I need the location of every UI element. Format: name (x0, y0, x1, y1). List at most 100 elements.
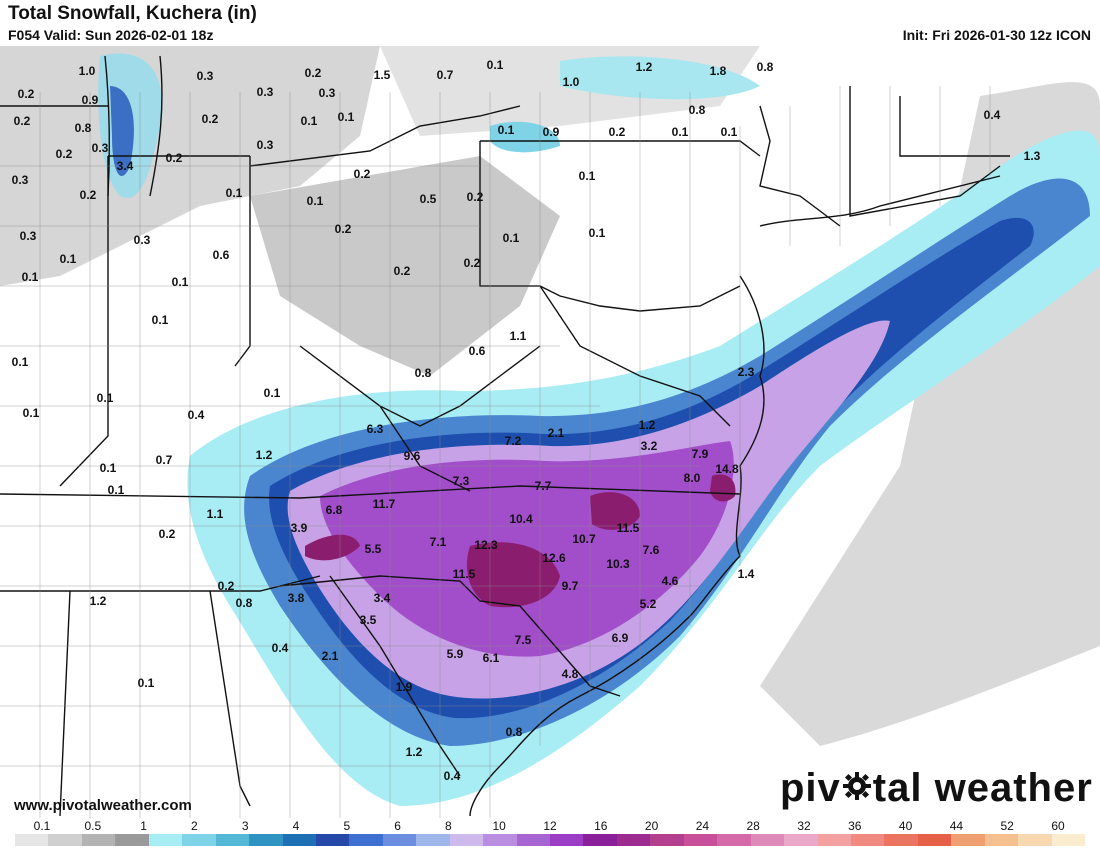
legend-swatch (884, 834, 918, 846)
snowfall-value-label: 1.0 (563, 75, 580, 89)
snowfall-value-label: 0.1 (152, 313, 169, 327)
legend-colorbar: 0.1 0.5 1 2 3 4 5 6 8 10 12 16 20 24 28 32 36 40 44 52 60 (0, 818, 1100, 850)
legend-swatch (215, 834, 250, 846)
legend-tick-label: 40 (898, 819, 913, 833)
snowfall-value-label: 0.1 (264, 386, 281, 400)
header: Total Snowfall, Kuchera (in) F054 Valid:… (0, 0, 1100, 46)
snowfall-value-label: 0.6 (213, 248, 230, 262)
snowfall-value-label: 11.5 (453, 567, 476, 581)
snowfall-value-label: 0.2 (80, 188, 97, 202)
snowfall-value-label: 0.2 (166, 151, 183, 165)
snowfall-value-label: 4.8 (562, 667, 579, 681)
legend-swatch (750, 834, 785, 846)
snowfall-value-label: 0.1 (226, 186, 243, 200)
brand-text-right: tal weather (872, 766, 1093, 810)
legend-swatch (917, 834, 952, 846)
snowfall-value-label: 0.2 (609, 125, 626, 139)
snowfall-value-label: 0.1 (498, 123, 515, 137)
snowfall-value-label: 14.8 (715, 462, 739, 476)
legend-swatch (48, 834, 82, 846)
legend-swatch (984, 834, 1019, 846)
snowfall-value-label: 6.1 (483, 651, 500, 665)
valid-time: F054 Valid: Sun 2026-02-01 18z (8, 27, 214, 43)
snowfall-value-label: 7.2 (505, 434, 522, 448)
legend-tick-label: 5 (343, 819, 351, 833)
snowfall-map: 1.0 0.9 0.8 0.3 3.4 0.2 0.2 0.2 0.2 0.3 0.3 0.2 0.3 0… (0, 46, 1100, 818)
snowfall-value-label: 0.1 (12, 355, 29, 369)
legend-tick-label: 12 (543, 819, 557, 833)
snowfall-value-label: 0.2 (218, 579, 235, 593)
snowfall-value-label: 0.3 (12, 173, 29, 187)
snowfall-value-label: 10.4 (509, 512, 533, 526)
snowfall-value-label: 10.7 (572, 532, 596, 546)
snowfall-value-label: 0.2 (464, 256, 481, 270)
snowfall-value-label: 11.7 (373, 497, 396, 511)
snowfall-value-label: 0.4 (444, 769, 461, 783)
snowfall-value-label: 0.2 (14, 114, 31, 128)
snowfall-value-label: 7.7 (535, 479, 552, 493)
snowfall-value-label: 0.1 (100, 461, 117, 475)
brand-logo: piv tal weather (780, 766, 1093, 811)
legend-swatch (583, 834, 617, 846)
snowfall-value-label: 1.3 (1024, 149, 1041, 163)
legend-swatch (416, 834, 450, 846)
snowfall-value-label: 5.5 (365, 542, 382, 556)
snowfall-value-label: 7.5 (515, 633, 532, 647)
snowfall-value-label: 1.0 (79, 64, 96, 78)
snowfall-value-label: 1.1 (510, 329, 527, 343)
legend-swatch (182, 834, 216, 846)
snowfall-value-label: 0.1 (307, 194, 324, 208)
legend-swatches (15, 834, 1085, 846)
snowfall-value-label: 6.9 (612, 631, 629, 645)
snowfall-value-label: 11.5 (617, 521, 640, 535)
snowfall-value-label: 2.1 (548, 426, 565, 440)
snowfall-value-label: 7.6 (643, 543, 660, 557)
snowfall-value-label: 0.4 (272, 641, 289, 655)
snowfall-value-label: 0.3 (257, 138, 274, 152)
snowfall-value-label: 1.2 (639, 418, 656, 432)
snowfall-value-label: 0.7 (156, 453, 173, 467)
site-url[interactable]: www.pivotalweather.com (14, 797, 192, 814)
snowfall-value-label: 1.2 (90, 594, 107, 608)
legend-swatch (15, 834, 49, 846)
snowfall-value-label: 1.2 (636, 60, 653, 74)
snowfall-value-label: 1.4 (738, 567, 755, 581)
snowfall-value-label: 5.2 (640, 597, 657, 611)
legend-tick-label: 3 (241, 819, 249, 833)
legend-tick-label: 0.1 (33, 819, 51, 833)
snowfall-value-label: 0.2 (159, 527, 176, 541)
snowfall-value-label: 0.1 (503, 231, 520, 245)
legend-swatch (282, 834, 316, 846)
legend-swatch (349, 834, 383, 846)
snowfall-labels: 1.00.90.80.33.40.20.20.20.20.30.30.20.30… (12, 58, 1041, 783)
snowfall-value-label: 5.9 (447, 647, 464, 661)
snowfall-value-label: 0.9 (543, 125, 560, 139)
legend-tick-label: 10 (492, 819, 506, 833)
state-borders (0, 55, 1010, 817)
snowfall-value-label: 0.9 (82, 93, 99, 107)
legend-tick-label: 24 (695, 819, 710, 833)
legend-tick-label: 20 (644, 819, 659, 833)
snowfall-value-label: 0.1 (23, 406, 40, 420)
snowfall-value-label: 1.9 (396, 680, 413, 694)
snowfall-value-label: 1.8 (710, 64, 727, 78)
legend-swatch (1018, 834, 1052, 846)
snowfall-value-label: 0.1 (589, 226, 606, 240)
legend-swatch (951, 834, 985, 846)
snowfall-value-label: 3.9 (291, 521, 308, 535)
legend-swatch (483, 834, 517, 846)
legend-swatch (650, 834, 684, 846)
snowfall-value-label: 0.2 (354, 167, 371, 181)
legend-swatch (616, 834, 651, 846)
snowfall-value-label: 0.1 (22, 270, 39, 284)
legend-swatch (516, 834, 550, 846)
snowfall-value-label: 0.2 (56, 147, 73, 161)
snowfall-value-label: 0.3 (92, 141, 109, 155)
snowfall-value-label: 7.9 (692, 447, 709, 461)
snowfall-value-label: 0.1 (172, 275, 189, 289)
shading-layer (0, 46, 1100, 806)
snowfall-value-label: 0.1 (60, 252, 77, 266)
snowfall-value-label: 12.3 (474, 538, 498, 552)
map-canvas: 1.00.90.80.33.40.20.20.20.20.30.30.20.30… (0, 46, 1100, 818)
snowfall-value-label: 8.0 (684, 471, 701, 485)
